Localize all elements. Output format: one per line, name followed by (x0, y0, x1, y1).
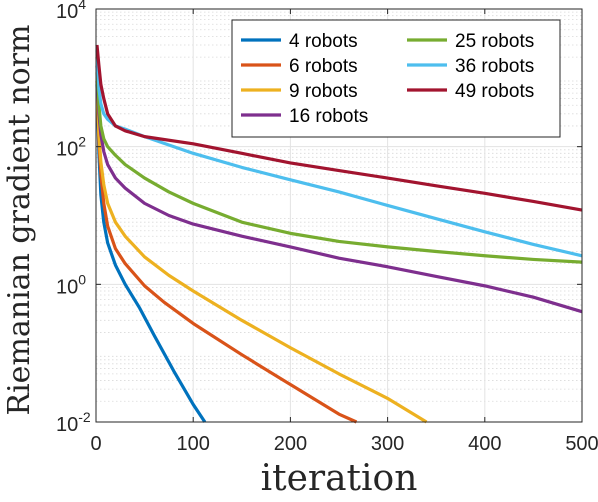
series-line-1 (95, 84, 207, 423)
legend-label: 9 robots (289, 81, 358, 102)
legend-label: 36 robots (455, 56, 534, 77)
x-tick-label: 500 (565, 433, 598, 455)
legend-label: 49 robots (455, 81, 534, 102)
series-line-4 (95, 65, 583, 314)
x-tick-label: 200 (274, 433, 307, 455)
y-axis-label: Riemanian gradient norm (2, 25, 37, 416)
axes-box (95, 8, 583, 423)
legend-label: 4 robots (289, 31, 358, 52)
y-tick-label: 100 (56, 271, 86, 298)
y-tick-label: 10-2 (56, 409, 91, 436)
x-tick-label: 0 (90, 433, 101, 455)
legend-label: 16 robots (289, 106, 368, 127)
x-axis-label: iteration (261, 458, 418, 497)
x-tick-label: 100 (177, 433, 210, 455)
legend: 4 robots 6 robots 9 robots 16 robots 25 robo… (231, 19, 561, 138)
x-tick-label: 300 (371, 433, 404, 455)
legend-label: 6 robots (289, 56, 358, 77)
y-tick-label: 104 (56, 0, 86, 23)
x-tick-label: 400 (468, 433, 501, 455)
series-line-6 (95, 50, 583, 258)
series-line-5 (95, 57, 583, 264)
series-line-7 (95, 44, 583, 212)
legend-box (231, 19, 561, 138)
series-line-3 (95, 72, 428, 424)
series-layer (95, 44, 583, 424)
legend-label: 25 robots (455, 31, 534, 52)
y-tick-label: 102 (56, 134, 86, 161)
series-line-2 (95, 80, 358, 424)
